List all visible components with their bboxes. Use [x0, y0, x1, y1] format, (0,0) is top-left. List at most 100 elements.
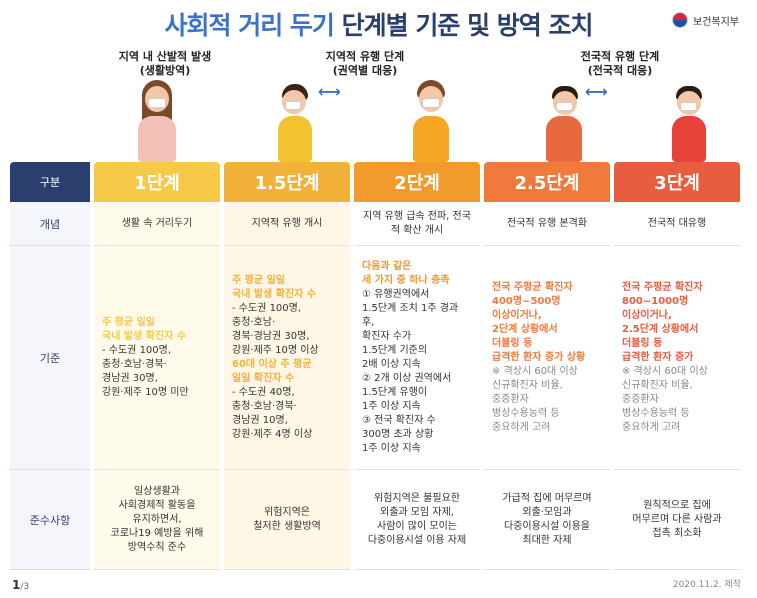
- rules-line: 접촉 최소화: [652, 527, 702, 539]
- criteria-line: - 수도권 100명,: [232, 302, 302, 314]
- criteria-line: ※ 격상시 60대 이상: [622, 365, 708, 377]
- criteria-line: 중요하게 고려: [492, 421, 551, 433]
- row-label-rules: 준수사항: [10, 470, 90, 570]
- caption-national-line2: (전국적 대응): [587, 64, 653, 77]
- row-label-criteria: 기준: [10, 246, 90, 470]
- criteria-line: 신규확진자 비율,: [492, 379, 563, 391]
- criteria-line: 중증환자: [492, 393, 529, 405]
- rules-line: 위험지역은 불필요한: [374, 492, 460, 504]
- rules-line: 다중이용시설 이용을: [504, 520, 590, 532]
- row-label-concept: 개념: [10, 202, 90, 246]
- level-concept: 지역적 유행 개시: [224, 202, 350, 246]
- rules-line: 최대한 자제: [522, 534, 572, 546]
- criteria-line: 2단계 상황에서: [492, 323, 558, 335]
- rules-line: 다중이용시설 이용 자제: [367, 534, 467, 546]
- criteria-line: 60대 이상 주 평균: [232, 358, 312, 370]
- criteria-line: - 수도권 100명,: [102, 344, 172, 356]
- criteria-line: 더블링 등: [492, 337, 533, 349]
- page-title: 사회적 거리 두기 단계별 기준 및 방역 조치: [0, 6, 757, 42]
- level-concept: 생활 속 거리두기: [94, 202, 220, 246]
- level-concept: 지역 유행 급속 전파, 전국적 확산 개시: [354, 202, 480, 246]
- page-total: /3: [20, 582, 30, 592]
- criteria-line: 이상이거나,: [622, 309, 672, 321]
- criteria-line: 급격한 환자 증가 상황: [492, 351, 586, 363]
- criteria-line: 이상이거나,: [492, 309, 542, 321]
- rules-line: 위험지역은: [264, 506, 310, 518]
- caption-local: 지역 내 산발적 발생 (생활방역): [100, 50, 230, 78]
- level-rules: 위험지역은 불필요한 외출과 모임 자제, 사람이 많이 모이는 다중이용시설 이용 …: [354, 470, 480, 570]
- criteria-line: 주 평균 일일: [232, 274, 285, 286]
- criteria-line: 더블링 등: [622, 337, 663, 349]
- criteria-line: 일일 확진자 수: [232, 372, 295, 384]
- criteria-line: ① 유행권역에서: [362, 288, 430, 300]
- rules-line: 가급적 집에 머무르며: [502, 492, 592, 504]
- person-figure-3: [403, 80, 459, 162]
- caption-local-line1: 지역 내 산발적 발생: [118, 50, 212, 63]
- criteria-line: 중요하게 고려: [622, 421, 681, 433]
- criteria-line: 다음과 같은: [362, 260, 412, 272]
- criteria-line: 병상수용능력 등: [622, 407, 690, 419]
- rules-line: 일상생활과: [134, 485, 180, 497]
- caption-national: 전국적 유행 단계 (전국적 대응): [555, 50, 685, 78]
- criteria-line: 신규확진자 비율,: [622, 379, 693, 391]
- level-header: 3단계: [614, 162, 740, 202]
- level-criteria: 전국 주평균 확진자 800~1000명 이상이거나, 2.5단계 상황에서 더블링 등…: [614, 246, 740, 470]
- person-figure-2: [260, 84, 320, 162]
- caption-regional-line1: 지역적 유행 단계: [325, 50, 405, 63]
- rules-line: 머무르며 다른 사람과: [632, 513, 722, 525]
- rules-line: 사회경제적 활동을: [118, 499, 196, 511]
- caption-national-line1: 전국적 유행 단계: [580, 50, 660, 63]
- criteria-line: 전국 주평균 확진자: [622, 281, 703, 293]
- criteria-line: - 수도권 40명,: [232, 386, 295, 398]
- page-number: 1: [12, 578, 21, 592]
- level-column: 2단계 지역 유행 급속 전파, 전국적 확산 개시 다음과 같은 세 가지 중 하나…: [354, 162, 480, 570]
- level-table: 구분 개념 기준 준수사항 1단계 생활 속 거리두기 주 평균 일일 국내 발생 확…: [10, 162, 745, 570]
- criteria-line: ③ 전국 확진자 수: [362, 414, 436, 426]
- criteria-line: 강원·제주 10명 이상: [232, 344, 319, 356]
- criteria-line: 충청·호남·경북·: [102, 358, 167, 370]
- rules-line: 코로나19 예방을 위해: [110, 527, 204, 539]
- level-rules: 위험지역은 철저한 생활방역: [224, 470, 350, 570]
- criteria-line: 충청·호남·: [232, 316, 276, 328]
- rules-line: 사람이 많이 모이는: [377, 520, 457, 532]
- level-concept: 전국적 유행 본격화: [484, 202, 610, 246]
- criteria-line: 병상수용능력 등: [492, 407, 560, 419]
- level-header: 1단계: [94, 162, 220, 202]
- criteria-line: 1.5단계 기준의: [362, 344, 428, 356]
- criteria-line: 1주 이상 지속: [362, 442, 421, 454]
- criteria-line: 급격한 환자 증가: [622, 351, 694, 363]
- caption-regional: 지역적 유행 단계 (권역별 대응): [300, 50, 430, 78]
- criteria-line: 1주 이상 지속: [362, 400, 421, 412]
- criteria-line: 경남권 30명,: [102, 372, 158, 384]
- criteria-line: 국내 발생 확진자 수: [232, 288, 317, 300]
- level-header: 2.5단계: [484, 162, 610, 202]
- criteria-line: 전국 주평균 확진자: [492, 281, 573, 293]
- level-concept: 전국적 대유행: [614, 202, 740, 246]
- criteria-line: 국내 발생 확진자 수: [102, 330, 187, 342]
- double-arrow-icon: ⟷: [318, 82, 341, 101]
- person-figure-5: [664, 86, 714, 162]
- caption-local-line2: (생활방역): [139, 64, 191, 77]
- level-header: 1.5단계: [224, 162, 350, 202]
- ministry-logo: 보건복지부: [672, 12, 739, 28]
- level-column: 3단계 전국적 대유행 전국 주평균 확진자 800~1000명 이상이거나, 2.5단계…: [614, 162, 740, 570]
- criteria-line: 주 평균 일일: [102, 316, 155, 328]
- rules-line: 원칙적으로 집에: [643, 499, 711, 511]
- criteria-line: 세 가지 중 하나 충족: [362, 274, 450, 286]
- double-arrow-icon: ⟷: [585, 82, 608, 101]
- rules-line: 외출·모임과: [522, 506, 572, 518]
- criteria-line: 1.5단계 유행이: [362, 386, 428, 398]
- taegeuk-emblem-icon: [672, 12, 688, 28]
- criteria-line: 2배 이상 지속: [362, 358, 421, 370]
- person-figure-1: [132, 80, 182, 162]
- criteria-line: 400명~500명: [492, 295, 561, 307]
- criteria-line: 강원·제주 10명 미만: [102, 386, 189, 398]
- criteria-line: 강원·제주 4명 이상: [232, 428, 313, 440]
